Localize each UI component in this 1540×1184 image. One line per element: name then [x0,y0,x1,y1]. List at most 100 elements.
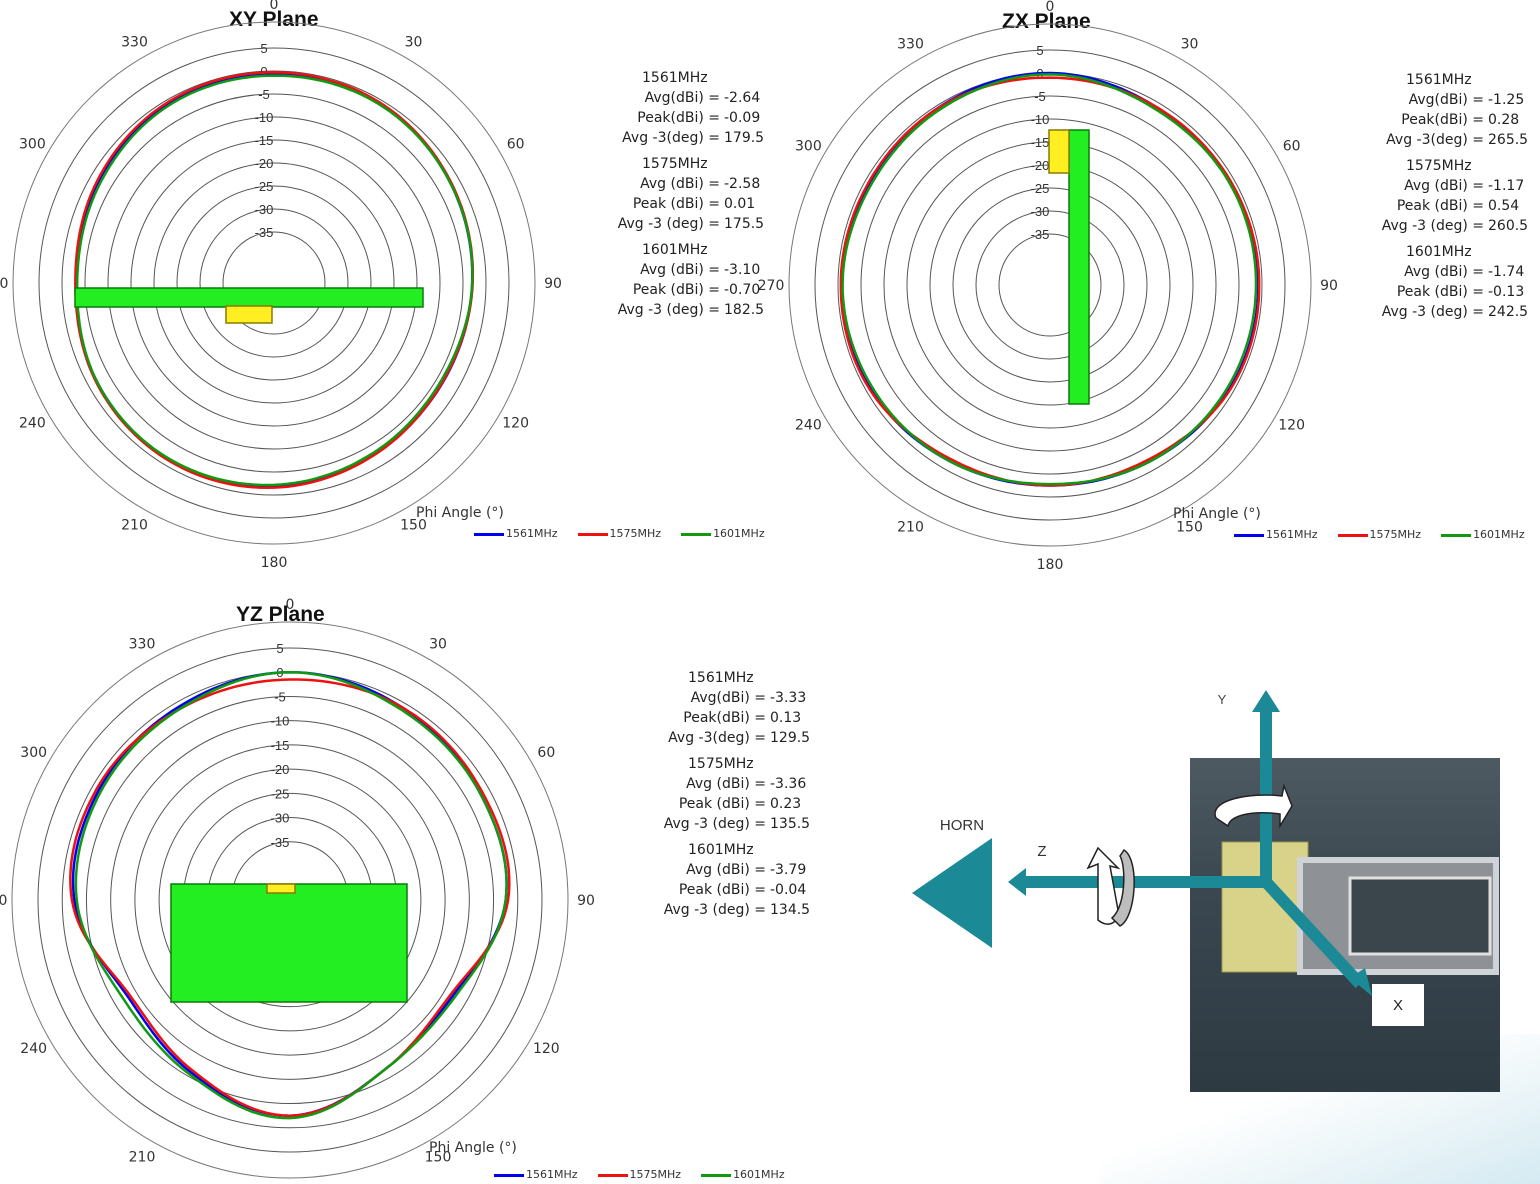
legend-item: 1601MHz [701,1168,785,1181]
yz-grid-ring [37,647,543,1153]
stat-value: 0.23 [770,796,802,812]
xy-grid-ring [153,162,395,404]
stat-value: 242.5 [1488,304,1529,320]
stat-value: -3.36 [770,776,807,792]
yz-plane-title: YZ Plane [236,603,325,626]
zx-series-1601MHz [841,73,1258,486]
zx-series-1575MHz [839,76,1261,487]
yz-grid-ring [85,695,495,1105]
stat-row-avg: Avg (dBi) = -1.74 [1372,262,1528,282]
xy-chip-overlay [225,305,273,324]
stat-block-1575MHz: 1575MHz Avg (dBi) = -1.17 Peak (dBi) = 0.54 A… [1372,156,1528,236]
stat-value: 129.5 [770,730,811,746]
stat-frequency: 1575MHz [688,756,754,772]
legend-swatch [681,532,712,536]
stat-label: Peak(dBi) = [1401,112,1484,128]
yz-radial-tick-label: -20 [271,762,290,777]
yz-angle-tick-label: 270 [0,893,7,909]
stat-label: Avg -3 (deg) = [617,302,720,318]
zx-grid-ring [860,95,1240,475]
xy-radial-tick-label: -35 [255,225,274,240]
zx-grid-ring [998,233,1102,337]
stat-block-1601MHz: 1601MHz Avg (dBi) = -1.74 Peak (dBi) = -0.13… [1372,242,1528,322]
stat-label: Avg -3 (deg) = [1381,218,1484,234]
yz-angle-tick-label: 120 [533,1041,560,1057]
z-axis-arrow-shaft [1022,876,1268,888]
stat-value: -0.04 [770,882,807,898]
xy-radial-tick-label: -20 [255,156,274,171]
legend-item: 1601MHz [1441,528,1525,541]
stat-label: Avg (dBi) = [1404,178,1484,194]
zx-angle-tick-label: 240 [795,418,822,434]
x-axis-arrow-head [1350,968,1372,996]
zx-angle-tick-label: 60 [1283,139,1301,155]
zx-radial-tick-label: -15 [1031,135,1050,150]
legend-item: 1575MHz [597,1168,681,1181]
legend-swatch [701,1173,732,1177]
yz-series-1575MHz [69,678,511,1117]
stat-label: Avg (dBi) = [686,776,766,792]
yz-grid-ring [110,720,470,1080]
stat-row-avg: Avg (dBi) = -3.36 [654,774,810,794]
stat-row-bw: Avg -3 (deg) = 182.5 [608,300,764,320]
zx-legend: 1561MHz 1575MHz 1601MHz [1234,528,1540,541]
zx-radial-tick-label: -30 [1031,204,1050,219]
yz-radial-tick-label: -5 [274,689,286,704]
stat-value: -1.25 [1488,92,1525,108]
stat-label: Avg(dBi) = [1408,92,1484,108]
stat-value: -3.79 [770,862,807,878]
xy-grid-ring [38,47,510,519]
legend-swatch [1441,533,1472,537]
stat-label: Avg(dBi) = [644,90,720,106]
yz-angle-tick-label: 240 [20,1041,47,1057]
zx-angle-tick-label: 210 [897,520,924,536]
stat-value: 0.01 [724,196,756,212]
zx-angle-tick-label: 30 [1181,36,1199,52]
stat-value: -0.09 [724,110,761,126]
zx-angle-tick-label: 150 [1176,520,1203,536]
xy-radial-tick-label: -5 [258,87,270,102]
xy-angle-tick-label: 120 [502,416,529,432]
yz-series-1601MHz [74,670,508,1120]
xy-grid-ring [130,139,418,427]
stat-row-bw: Avg -3 (deg) = 242.5 [1372,302,1528,322]
zx-angle-tick-label: 300 [795,139,822,155]
yz-angle-tick-label: 90 [577,893,595,909]
yz-phi-angle-label: Phi Angle (°) [429,1140,517,1156]
xy-radial-tick-label: -25 [255,179,274,194]
xy-grid-ring [222,231,326,335]
xy-legend: 1561MHz 1575MHz 1601MHz [474,527,785,540]
yz-angle-tick-label: 210 [129,1149,156,1165]
xy-angle-tick-label: 0 [270,0,279,13]
stat-row-bw: Avg -3 (deg) = 175.5 [608,214,764,234]
bracket-slot [1348,876,1492,956]
legend-label: 1601MHz [1473,528,1525,541]
zx-radial-tick-label: -10 [1031,112,1050,127]
stat-row-peak: Peak (dBi) = -0.70 [608,280,764,300]
stat-block-1561MHz: 1561MHz Avg(dBi) = -3.33 Peak(dBi) = 0.13 Avg… [654,668,810,748]
stat-row-peak: Peak(dBi) = 0.28 [1372,110,1528,130]
yz-angle-tick-label: 150 [425,1149,452,1165]
xy-phi-angle-label: Phi Angle (°) [416,505,504,521]
stat-value: -0.70 [724,282,761,298]
legend-swatch [597,1173,628,1177]
stat-label: Avg -3(deg) = [622,130,720,146]
xy-angle-tick-label: 30 [405,34,423,50]
stat-value: -3.33 [770,690,807,706]
zx-stats-panel: 1561MHz Avg(dBi) = -1.25 Peak(dBi) = 0.28 Avg… [1372,70,1528,328]
xy-angle-tick-label: 240 [19,416,46,432]
legend-item: 1575MHz [1337,528,1421,541]
stat-label: Avg (dBi) = [1404,264,1484,280]
xy-radial-tick-label: -30 [255,202,274,217]
stat-frequency: 1561MHz [688,670,754,686]
legend-label: 1601MHz [713,527,765,540]
stat-frequency: 1561MHz [642,70,708,86]
yz-angle-tick-label: 300 [20,745,47,761]
yz-radial-tick-label: -25 [271,786,290,801]
stat-row-avg: Avg (dBi) = -3.10 [608,260,764,280]
z-rotation-arrow-back-icon [1110,848,1135,927]
horn-label: HORN [940,817,984,834]
yz-chip-overlay [266,883,296,894]
